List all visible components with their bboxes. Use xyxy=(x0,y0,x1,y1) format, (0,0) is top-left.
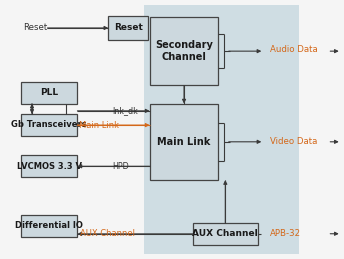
Bar xyxy=(150,17,218,85)
Bar xyxy=(21,114,77,136)
Bar xyxy=(21,215,77,237)
Text: AUX Channel: AUX Channel xyxy=(192,229,258,238)
Text: lnk_dk: lnk_dk xyxy=(112,106,138,115)
Text: APB-32: APB-32 xyxy=(270,229,301,238)
Text: Audio Data: Audio Data xyxy=(270,45,318,54)
Bar xyxy=(150,104,218,180)
Text: HPD: HPD xyxy=(112,162,129,171)
Text: Main Link: Main Link xyxy=(157,137,211,147)
Text: Differential IO: Differential IO xyxy=(15,221,83,231)
Bar xyxy=(193,223,258,245)
Text: Reset: Reset xyxy=(114,23,142,32)
Text: Gb Transceivers: Gb Transceivers xyxy=(11,120,87,130)
Text: AUX Channel: AUX Channel xyxy=(80,229,136,238)
Text: LVCMOS 3.3 V: LVCMOS 3.3 V xyxy=(17,162,82,171)
Bar xyxy=(21,155,77,177)
Text: Secondary
Channel: Secondary Channel xyxy=(155,40,213,62)
Text: Reset: Reset xyxy=(23,23,47,32)
Bar xyxy=(108,16,148,40)
Text: Main Link: Main Link xyxy=(79,121,119,130)
Bar xyxy=(144,5,299,254)
Bar xyxy=(21,82,77,104)
Text: PLL: PLL xyxy=(40,88,58,97)
Text: Video Data: Video Data xyxy=(270,138,317,146)
